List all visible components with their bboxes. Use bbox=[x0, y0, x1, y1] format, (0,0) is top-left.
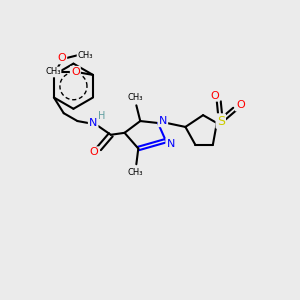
Text: CH₃: CH₃ bbox=[78, 51, 93, 60]
Text: O: O bbox=[236, 100, 245, 110]
Text: CH₃: CH₃ bbox=[128, 168, 143, 177]
Text: N: N bbox=[89, 118, 97, 128]
Text: S: S bbox=[217, 115, 225, 128]
Text: H: H bbox=[98, 111, 106, 121]
Text: O: O bbox=[211, 91, 219, 100]
Text: O: O bbox=[90, 148, 98, 158]
Text: N: N bbox=[167, 139, 175, 148]
Text: N: N bbox=[159, 116, 167, 126]
Text: O: O bbox=[57, 53, 66, 63]
Text: O: O bbox=[71, 67, 80, 77]
Text: CH₃: CH₃ bbox=[128, 93, 143, 102]
Text: CH₃: CH₃ bbox=[45, 68, 61, 76]
